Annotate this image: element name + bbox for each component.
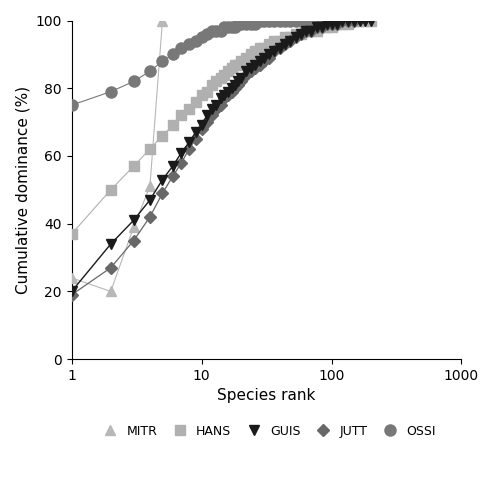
X-axis label: Species rank: Species rank — [217, 388, 316, 404]
Y-axis label: Cumulative dominance (%): Cumulative dominance (%) — [15, 86, 30, 294]
Legend: MITR, HANS, GUIS, JUTT, OSSI: MITR, HANS, GUIS, JUTT, OSSI — [92, 420, 441, 442]
